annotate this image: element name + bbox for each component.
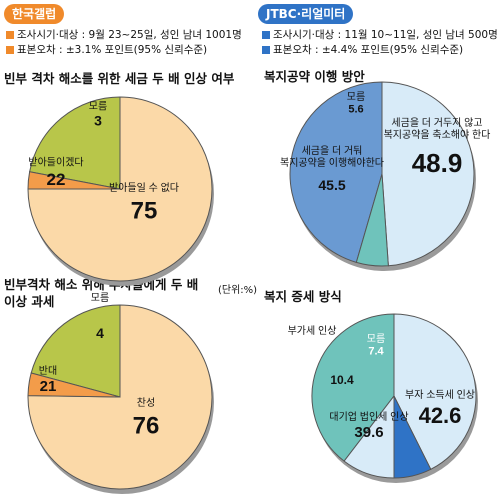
meta-text: 조사시기·대상 : 11월 10~11일, 성인 남녀 500명 bbox=[273, 29, 498, 41]
slice-value-label: 5.6 bbox=[348, 104, 363, 116]
slice-name-label: 받아들이겠다 bbox=[28, 157, 83, 169]
source-badge-jtbc: JTBC·리얼미터 bbox=[258, 4, 354, 24]
pie-slice bbox=[29, 96, 121, 190]
slice-name-label: 모름 bbox=[367, 333, 385, 345]
slice-name-label: 반대 bbox=[39, 365, 57, 377]
pie-slice bbox=[381, 81, 475, 267]
bullet-icon bbox=[262, 46, 270, 54]
slice-value-label: 39.6 bbox=[354, 424, 383, 441]
meta-row: 표본오차 : ±3.1% 포인트(95% 신뢰수준) bbox=[6, 43, 242, 58]
slice-name-label: 모름 bbox=[347, 91, 365, 103]
pie-slice bbox=[27, 372, 121, 398]
slice-value-label: 22 bbox=[47, 170, 66, 189]
unit-label: (단위:%) bbox=[218, 285, 258, 296]
slice-name-label: 복지공약을 이행해야한다 bbox=[280, 156, 384, 169]
meta-row: 조사시기·대상 : 9월 23~25일, 성인 남녀 1001명 bbox=[6, 28, 242, 43]
pie-slice bbox=[393, 313, 477, 470]
bullet-icon bbox=[6, 46, 14, 54]
meta-text: 조사시기·대상 : 9월 23~25일, 성인 남녀 1001명 bbox=[17, 29, 242, 41]
slice-value-label: 10.4 bbox=[330, 373, 354, 387]
slice-name-label: 부가세 인상 bbox=[288, 325, 337, 337]
chart-title-2: 복지공약 이행 방안 bbox=[264, 69, 365, 84]
pie-slice bbox=[393, 395, 432, 479]
slice-name-label: 모름 bbox=[89, 100, 107, 112]
meta-text: 표본오차 : ±3.1% 포인트(95% 신뢰수준) bbox=[17, 44, 208, 56]
pie-slice bbox=[311, 313, 395, 462]
survey-meta-right: 조사시기·대상 : 11월 10~11일, 성인 남녀 500명 표본오차 : … bbox=[262, 28, 498, 58]
pie-slice bbox=[27, 304, 213, 490]
slice-name-label: 모름 bbox=[91, 292, 109, 304]
pie-slice bbox=[30, 304, 121, 398]
pie-slice bbox=[289, 81, 383, 263]
slice-value-label: 21 bbox=[40, 378, 57, 395]
slice-name-label: 찬성 bbox=[137, 397, 155, 409]
meta-row: 조사시기·대상 : 11월 10~11일, 성인 남녀 500명 bbox=[262, 28, 498, 43]
slice-value-label: 48.9 bbox=[412, 148, 463, 178]
chart-title-1: 빈부 격차 해소를 위한 세금 두 배 인상 여부 bbox=[4, 71, 235, 86]
slice-value-label: 7.4 bbox=[368, 346, 384, 358]
slice-value-label: 45.5 bbox=[318, 177, 345, 193]
pie-slice bbox=[27, 171, 121, 190]
slice-value-label: 76 bbox=[133, 412, 160, 439]
slice-value-label: 4 bbox=[96, 325, 104, 341]
slice-name-label: 대기업 법인세 인상 bbox=[329, 410, 408, 423]
survey-meta-left: 조사시기·대상 : 9월 23~25일, 성인 남녀 1001명 표본오차 : … bbox=[6, 28, 242, 58]
chart-title-4: 복지 증세 방식 bbox=[264, 289, 342, 304]
slice-name-label: 세금을 더 거두지 않고 bbox=[391, 117, 482, 129]
source-badge-gallup: 한국갤럽 bbox=[4, 4, 65, 24]
meta-row: 표본오차 : ±4.4% 포인트(95% 신뢰수준) bbox=[262, 43, 498, 58]
slice-name-label: 부자 소득세 인상 bbox=[405, 389, 475, 401]
slice-name-label: 받아들일 수 없다 bbox=[109, 181, 179, 194]
slice-value-label: 42.6 bbox=[419, 403, 462, 428]
slice-value-label: 3 bbox=[94, 112, 102, 128]
pie-slice bbox=[355, 173, 389, 267]
slice-name-label: 세금을 더 거둬 bbox=[302, 144, 363, 157]
meta-text: 표본오차 : ±4.4% 포인트(95% 신뢰수준) bbox=[273, 44, 464, 56]
bullet-icon bbox=[6, 31, 14, 39]
bullet-icon bbox=[262, 31, 270, 39]
slice-name-label: 복지공약을 축소해야 한다 bbox=[384, 128, 491, 141]
pie-slice bbox=[27, 96, 213, 282]
slice-value-label: 75 bbox=[131, 197, 158, 224]
